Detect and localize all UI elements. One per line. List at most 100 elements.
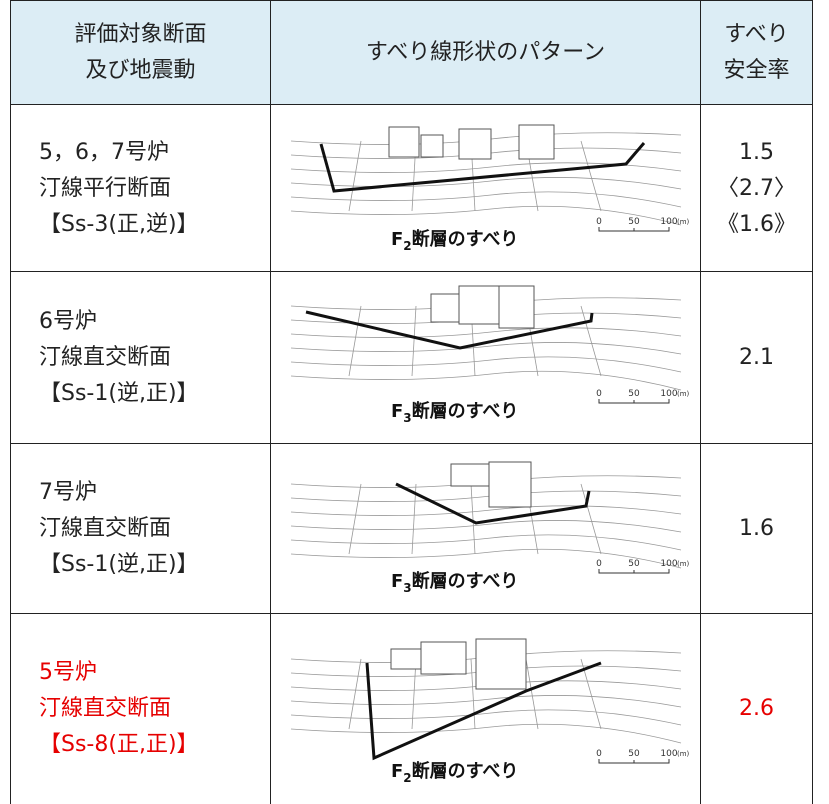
scale-label: 100 xyxy=(660,389,677,399)
header-text: 評価対象断面 xyxy=(74,22,207,47)
slip-diagram: F3断層のすべり 0 50 100 (m) xyxy=(290,285,690,425)
section-text: 5号炉 xyxy=(39,660,97,685)
scale-bar xyxy=(598,399,670,404)
safety-cell: 1.5 〈2.7〉《1.6》 xyxy=(700,104,813,272)
scale-unit: (m) xyxy=(677,390,690,398)
building xyxy=(498,285,535,329)
header-safety: すべり 安全率 xyxy=(700,0,813,105)
scale-unit: (m) xyxy=(677,218,690,226)
caption: F2断層のすべり xyxy=(391,228,518,253)
section-text: 【Ss-1(逆,正)】 xyxy=(39,381,199,406)
fault-line xyxy=(470,483,476,555)
fault-line xyxy=(525,658,539,730)
caption: F2断層のすべり xyxy=(391,760,518,785)
safety-text: 2.1 xyxy=(739,345,774,370)
caption-main: F xyxy=(391,761,403,782)
ground-layer xyxy=(290,356,682,373)
ground-layer xyxy=(290,490,682,502)
section-text: 汀線直交断面 xyxy=(39,696,172,721)
caption-main: F xyxy=(391,401,403,422)
ground-layer xyxy=(290,177,682,190)
building xyxy=(420,641,467,675)
section-text: 6号炉 xyxy=(39,309,97,334)
section-text: 汀線直交断面 xyxy=(39,516,172,541)
building xyxy=(458,285,500,325)
safety-text: 〈2.7〉 xyxy=(717,175,796,201)
section-cell: 5号炉汀線直交断面【Ss-8(正,正)】 xyxy=(10,613,270,804)
pattern-cell: F2断層のすべり 0 50 100 (m) xyxy=(270,104,700,272)
ground-layer xyxy=(290,342,682,355)
building xyxy=(390,648,422,670)
section-cell: 7号炉 汀線直交断面 【Ss-1(逆,正)】 xyxy=(10,443,270,614)
caption: F3断層のすべり xyxy=(391,570,518,595)
header-section: 評価対象断面 及び地震動 xyxy=(10,0,270,105)
slip-diagram: F2断層のすべり 0 50 100 (m) xyxy=(290,638,690,785)
scale-unit: (m) xyxy=(677,560,690,568)
safety-text: 《1.6》 xyxy=(717,211,796,237)
fault-line xyxy=(470,658,476,730)
section-text: 【Ss-8(正,正)】 xyxy=(39,732,199,757)
slip-diagram: F3断層のすべり 0 50 100 (m) xyxy=(290,461,690,595)
ground-layer xyxy=(290,205,682,226)
caption-sub: 3 xyxy=(403,581,411,595)
ground-layer xyxy=(290,520,682,533)
pattern-cell: F2断層のすべり 0 50 100 (m) xyxy=(270,613,700,804)
slip-line xyxy=(305,310,594,350)
ground-layer xyxy=(290,505,682,516)
section-text: 5，6，7号炉 xyxy=(39,139,169,165)
safety-cell: 2.6 xyxy=(700,613,813,804)
ground-layer xyxy=(290,534,682,551)
fault-line xyxy=(348,483,362,555)
scale-label: 0 xyxy=(596,217,602,227)
caption-main: F xyxy=(391,571,403,592)
section-text: 汀線直交断面 xyxy=(39,345,172,370)
scale-label: 50 xyxy=(628,217,640,227)
pattern-cell: F3断層のすべり 0 50 100 (m) xyxy=(270,271,700,444)
scale-label: 100 xyxy=(660,559,677,569)
caption: F3断層のすべり xyxy=(391,400,518,425)
header-text: すべり線形状のパターン xyxy=(365,40,606,65)
fault-line xyxy=(348,305,362,377)
header-text: 及び地震動 xyxy=(85,58,196,83)
slip-line xyxy=(395,482,591,525)
section-text: 汀線平行断面 xyxy=(39,175,172,201)
building xyxy=(518,124,555,160)
scale-label: 100 xyxy=(660,749,677,759)
building xyxy=(388,126,420,158)
slip-line xyxy=(319,142,646,193)
fault-line xyxy=(411,305,417,377)
caption-rest: 断層のすべり xyxy=(412,760,519,782)
header-text: すべり xyxy=(724,22,789,47)
ground-layer xyxy=(290,695,682,708)
scale-label: 50 xyxy=(628,749,640,759)
scale-label: 0 xyxy=(596,559,602,569)
fault-line xyxy=(411,483,417,555)
scale-bar xyxy=(598,227,670,232)
scale-bar xyxy=(598,759,670,764)
ground-layer xyxy=(290,548,682,569)
section-text: 【Ss-3(正,逆)】 xyxy=(39,211,199,237)
fault-line xyxy=(580,140,602,212)
building xyxy=(430,293,462,323)
ground-layer xyxy=(290,370,682,391)
ground-layer xyxy=(290,191,682,208)
safety-text: 1.5 xyxy=(739,139,774,165)
fault-line xyxy=(580,483,602,555)
section-cell: 6号炉汀線直交断面【Ss-1(逆,正)】 xyxy=(10,271,270,444)
safety-text: 1.6 xyxy=(739,516,774,541)
safety-cell: 2.1 xyxy=(700,271,813,444)
fault-line xyxy=(411,658,417,730)
scale-label: 50 xyxy=(628,559,640,569)
section-text: 7号炉 xyxy=(39,480,97,505)
header-text: 安全率 xyxy=(723,58,790,83)
building xyxy=(475,638,527,690)
scale-label: 100 xyxy=(660,217,677,227)
safety-cell: 1.6 xyxy=(700,443,813,614)
fault-line xyxy=(580,305,602,377)
scale-label: 50 xyxy=(628,389,640,399)
slip-diagram: F2断層のすべり 0 50 100 (m) xyxy=(290,124,690,253)
building xyxy=(420,134,444,158)
ground-layer xyxy=(290,723,682,744)
building xyxy=(458,128,492,160)
building xyxy=(488,461,532,508)
